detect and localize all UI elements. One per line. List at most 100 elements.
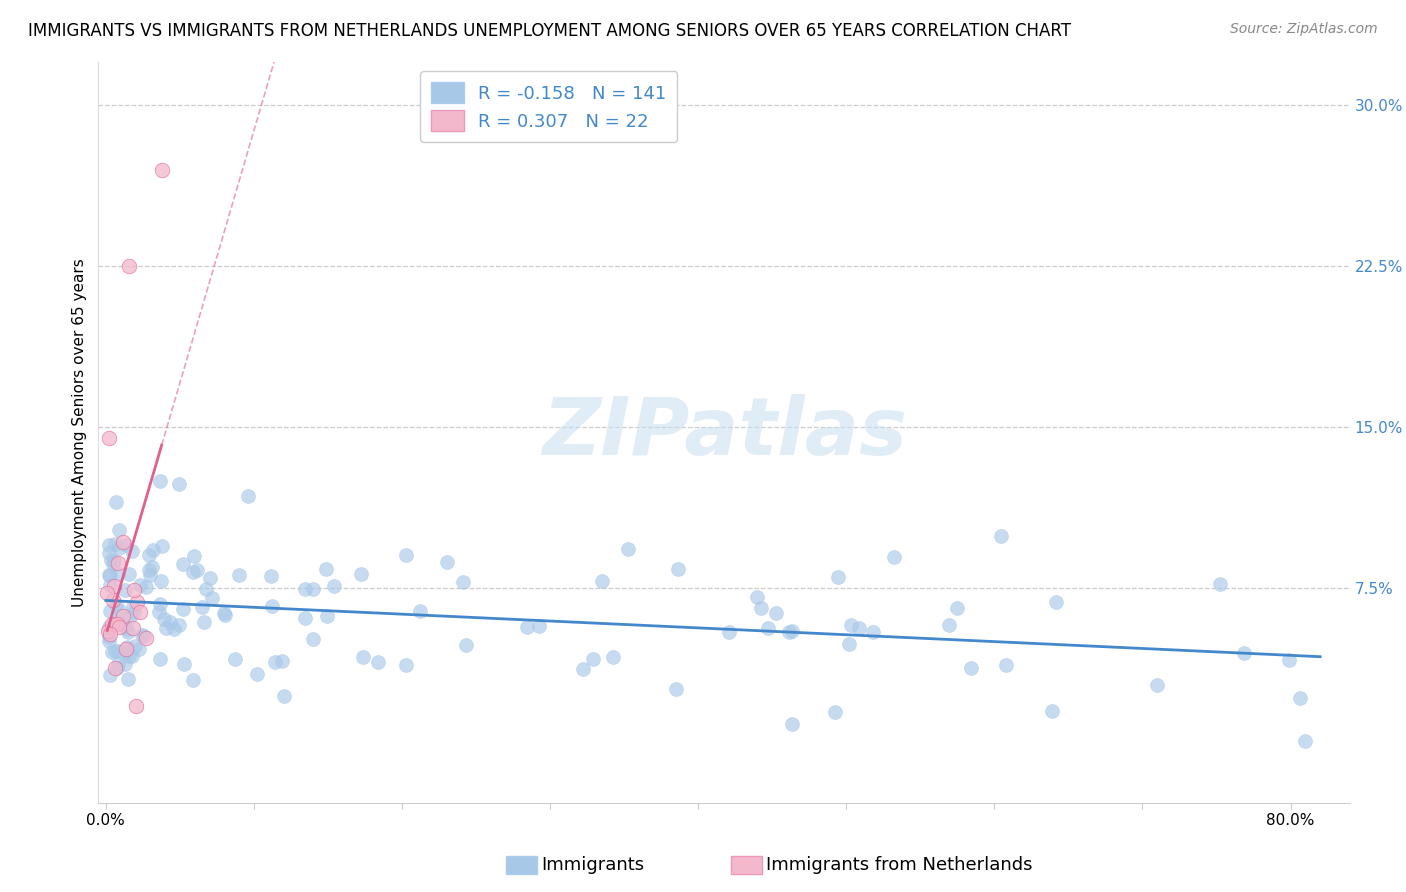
Point bbox=[152, 612, 174, 626]
Point bbox=[101, 557, 124, 571]
Point bbox=[104, 599, 127, 613]
Point bbox=[163, 623, 186, 637]
Point bbox=[995, 657, 1018, 672]
Legend: R = -0.158   N = 141, R = 0.307   N = 22: R = -0.158 N = 141, R = 0.307 N = 22 bbox=[420, 71, 678, 142]
Point bbox=[454, 638, 477, 652]
Point bbox=[117, 672, 139, 686]
Point bbox=[1288, 691, 1310, 706]
Point bbox=[294, 611, 316, 625]
Point bbox=[125, 595, 148, 609]
Point bbox=[114, 642, 136, 657]
Point bbox=[103, 579, 125, 593]
Point bbox=[352, 650, 374, 665]
Point bbox=[666, 562, 689, 576]
Point bbox=[946, 600, 969, 615]
Point bbox=[883, 549, 905, 564]
Point bbox=[263, 655, 285, 669]
Point bbox=[97, 546, 120, 560]
Point bbox=[129, 605, 152, 619]
Point bbox=[149, 597, 172, 611]
Point bbox=[779, 624, 801, 639]
Point bbox=[97, 620, 120, 634]
Point bbox=[167, 476, 190, 491]
Point bbox=[124, 640, 146, 654]
Point bbox=[302, 632, 325, 646]
Point bbox=[294, 582, 316, 596]
Point bbox=[224, 652, 246, 666]
Point bbox=[122, 582, 145, 597]
Point bbox=[173, 657, 195, 671]
Point bbox=[104, 644, 127, 658]
Point bbox=[617, 542, 640, 557]
Point bbox=[200, 571, 222, 585]
Point bbox=[118, 648, 141, 663]
Point bbox=[191, 599, 214, 614]
Point bbox=[108, 620, 131, 634]
Point bbox=[246, 666, 269, 681]
Point bbox=[118, 609, 141, 624]
Point bbox=[105, 661, 128, 675]
Point bbox=[181, 673, 204, 687]
Point bbox=[115, 538, 138, 552]
Point bbox=[572, 662, 595, 676]
Point bbox=[148, 605, 170, 619]
Y-axis label: Unemployment Among Seniors over 65 years: Unemployment Among Seniors over 65 years bbox=[72, 259, 87, 607]
Point bbox=[367, 655, 389, 669]
Point bbox=[1294, 733, 1316, 747]
Point bbox=[756, 621, 779, 635]
Point bbox=[112, 619, 135, 633]
Point bbox=[395, 657, 418, 672]
Point bbox=[97, 568, 120, 582]
Point bbox=[100, 605, 122, 619]
Point bbox=[409, 604, 432, 618]
Point bbox=[848, 621, 870, 635]
Point bbox=[453, 575, 475, 590]
Point bbox=[1045, 594, 1067, 608]
Point bbox=[104, 495, 127, 509]
Point bbox=[747, 590, 769, 604]
Point bbox=[824, 705, 846, 719]
Point bbox=[839, 618, 862, 632]
Point bbox=[186, 563, 208, 577]
Point bbox=[114, 657, 136, 671]
Point bbox=[139, 568, 162, 582]
Point bbox=[107, 556, 129, 570]
Point bbox=[122, 605, 145, 619]
Point bbox=[114, 583, 136, 598]
Point bbox=[260, 568, 283, 582]
Point bbox=[718, 625, 741, 640]
Point bbox=[97, 538, 120, 552]
Point bbox=[1209, 577, 1232, 591]
Point bbox=[236, 489, 259, 503]
Point bbox=[527, 619, 550, 633]
Point bbox=[212, 606, 235, 620]
Point bbox=[395, 548, 418, 562]
Point bbox=[108, 523, 131, 537]
Point bbox=[129, 578, 152, 592]
Point bbox=[159, 615, 181, 630]
Point bbox=[142, 543, 165, 558]
Point bbox=[98, 627, 121, 641]
Point bbox=[107, 644, 129, 658]
Point bbox=[117, 640, 139, 655]
Point bbox=[138, 549, 160, 563]
Point bbox=[104, 537, 127, 551]
Point bbox=[172, 557, 194, 571]
Text: IMMIGRANTS VS IMMIGRANTS FROM NETHERLANDS UNEMPLOYMENT AMONG SENIORS OVER 65 YEA: IMMIGRANTS VS IMMIGRANTS FROM NETHERLAND… bbox=[28, 22, 1071, 40]
Point bbox=[108, 615, 131, 629]
Point bbox=[118, 566, 141, 581]
Point bbox=[862, 625, 884, 640]
Point bbox=[100, 667, 122, 681]
Point bbox=[602, 650, 624, 665]
Point bbox=[121, 649, 143, 664]
Point bbox=[1146, 678, 1168, 692]
Text: Source: ZipAtlas.com: Source: ZipAtlas.com bbox=[1230, 22, 1378, 37]
Point bbox=[125, 699, 148, 714]
Point bbox=[591, 574, 613, 589]
Point bbox=[100, 553, 122, 567]
Point bbox=[316, 608, 339, 623]
Point bbox=[121, 544, 143, 558]
Point bbox=[350, 567, 373, 582]
Point bbox=[582, 652, 605, 666]
Point bbox=[150, 574, 173, 589]
